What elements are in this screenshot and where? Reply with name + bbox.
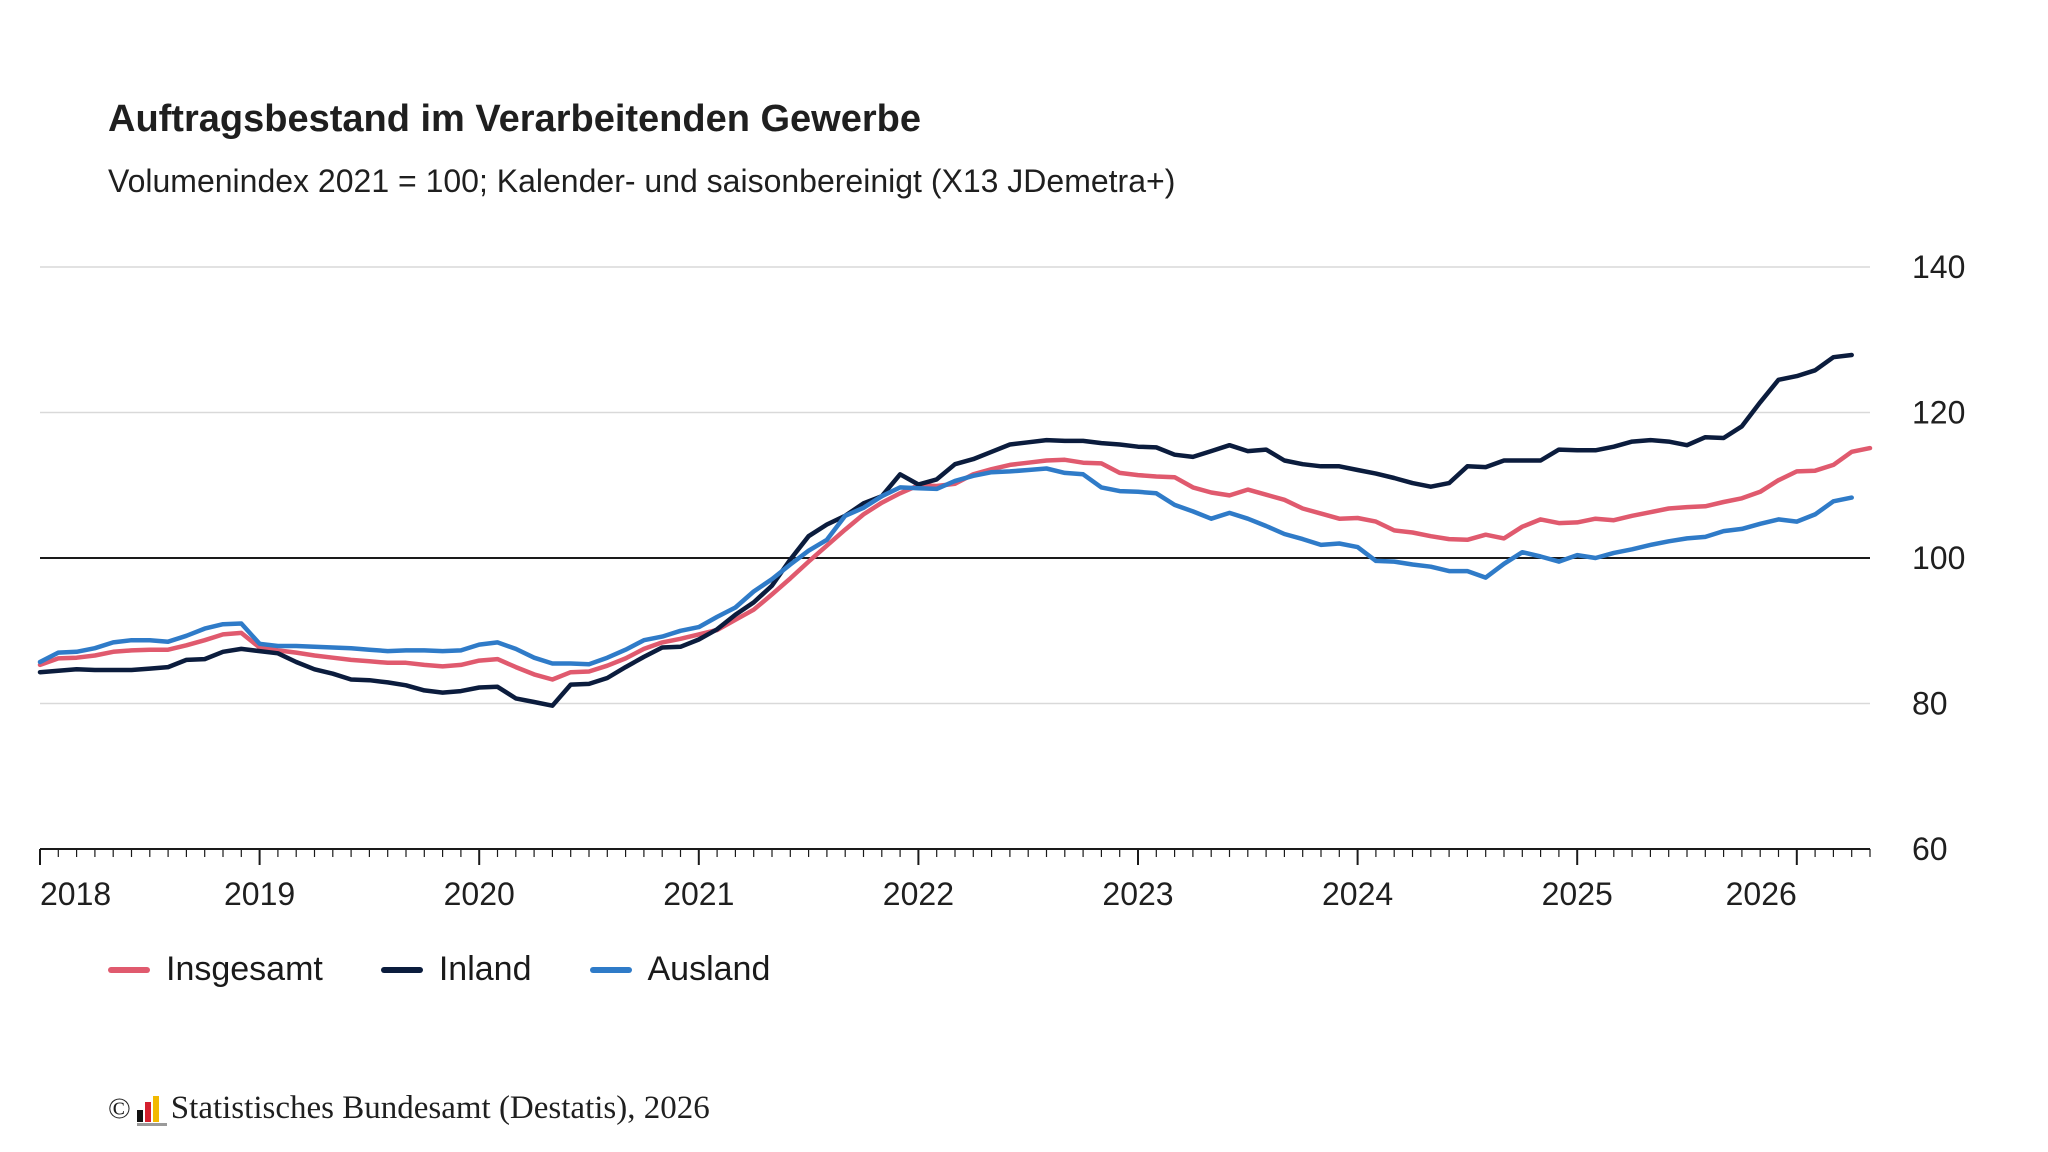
- legend-item-insgesamt: Insgesamt: [108, 950, 323, 989]
- series-line-inland: [37, 352, 1854, 708]
- copyright-symbol: ©: [108, 1091, 131, 1125]
- x-tick-label: 2024: [1322, 876, 1393, 912]
- source-note: © Statistisches Bundesamt (Destatis), 20…: [108, 1090, 710, 1127]
- y-tick-label: 120: [1912, 395, 1965, 431]
- legend-swatch: [380, 966, 423, 973]
- series-lines: [37, 352, 1873, 708]
- series-line-ausland: [37, 466, 1854, 667]
- legend-swatch: [589, 966, 632, 973]
- y-tick-label: 60: [1912, 831, 1948, 867]
- y-tick-label: 80: [1912, 686, 1948, 722]
- legend-label: Insgesamt: [166, 950, 323, 988]
- legend-item-inland: Inland: [380, 950, 532, 989]
- y-axis-labels: 60 80 100 120 140: [1912, 249, 1965, 867]
- x-tick-label: 2021: [663, 876, 734, 912]
- chart-subtitle: Volumenindex 2021 = 100; Kalender- und s…: [108, 163, 1176, 199]
- x-tick-label: 2023: [1102, 876, 1173, 912]
- y-tick-label: 100: [1912, 540, 1965, 576]
- series-line-insgesamt: [37, 445, 1873, 682]
- x-axis: [39, 848, 1871, 865]
- x-tick-label: 2025: [1542, 876, 1613, 912]
- chart-legend: Insgesamt Inland Ausland: [108, 950, 828, 989]
- x-tick-label: 2026: [1726, 876, 1797, 912]
- legend-swatch: [108, 966, 150, 973]
- x-axis-labels: 2018 2019 2020 2021 2022 2023 2024 2025 2026: [40, 876, 1797, 912]
- source-text: Statistisches Bundesamt (Destatis), 2026: [170, 1090, 710, 1126]
- destatis-logo-icon: [136, 1095, 167, 1126]
- legend-item-ausland: Ausland: [589, 950, 771, 989]
- chart-title: Auftragsbestand im Verarbeitenden Gewerb…: [108, 98, 922, 140]
- legend-label: Ausland: [647, 950, 771, 988]
- x-tick-label: 2020: [444, 876, 515, 912]
- x-tick-label: 2022: [883, 876, 954, 912]
- x-tick-label: 2018: [40, 876, 111, 912]
- x-tick-label: 2019: [224, 876, 295, 912]
- y-tick-label: 140: [1912, 249, 1965, 285]
- legend-label: Inland: [438, 950, 532, 988]
